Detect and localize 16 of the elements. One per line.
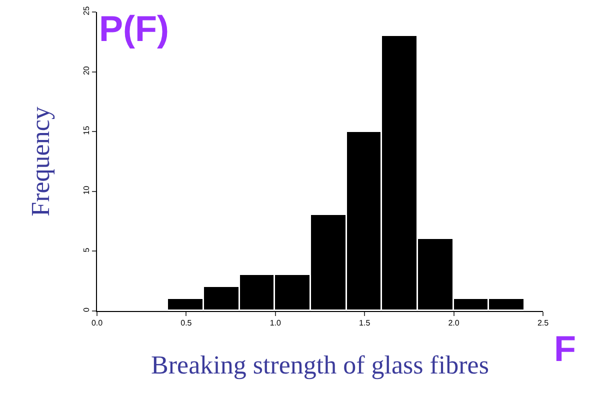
x-tick-label: 2.0 bbox=[448, 318, 460, 328]
x-tick-label: 1.5 bbox=[359, 318, 371, 328]
x-tick-label: 2.5 bbox=[537, 318, 550, 328]
text: F bbox=[554, 328, 576, 369]
x-tick-label: 1.0 bbox=[270, 318, 282, 328]
x-tick-label: 0.5 bbox=[180, 318, 192, 328]
y-tick-label: 15 bbox=[82, 125, 91, 135]
y-tick-label: 20 bbox=[82, 66, 91, 76]
y-tick-label: 10 bbox=[82, 185, 91, 195]
x-axis-title: Breaking strength of glass fibres bbox=[151, 350, 489, 380]
y-axis-title: Frequency bbox=[26, 106, 56, 216]
y-tick-label: 25 bbox=[82, 6, 91, 16]
annotation: P(F) bbox=[99, 8, 169, 49]
y-tick-label: 0 bbox=[82, 307, 91, 312]
x-tick-label: 0.0 bbox=[91, 318, 104, 328]
y-tick-label: 5 bbox=[82, 247, 91, 252]
